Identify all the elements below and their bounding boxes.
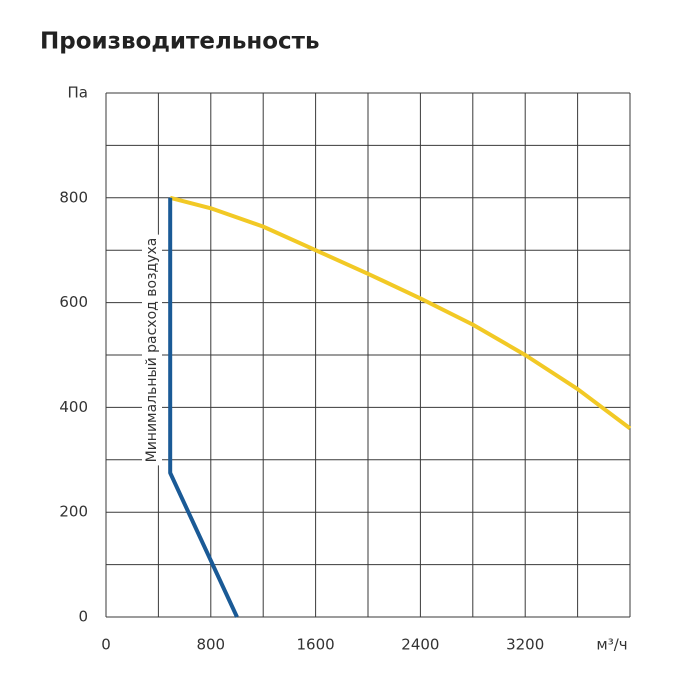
y-tick-label: 200 <box>59 503 88 521</box>
y-tick-label: 0 <box>78 608 88 626</box>
y-tick-label: 400 <box>59 398 88 416</box>
line-series <box>168 197 239 618</box>
y-tick-label: 800 <box>59 188 88 206</box>
x-tick-label: 800 <box>196 636 225 654</box>
chart-title: Производительность <box>40 29 320 55</box>
x-tick-label: 2400 <box>401 636 439 654</box>
x-tick-label: 3200 <box>506 636 544 654</box>
x-tick-label: 0 <box>101 636 111 654</box>
y-tick-label: 600 <box>59 293 88 311</box>
y-axis-label: Па <box>68 84 88 102</box>
x-tick-label: 1600 <box>297 636 335 654</box>
line-series <box>169 195 632 430</box>
annotation-bg <box>142 234 162 466</box>
annotation: Минимальный расход воздуха <box>144 238 160 463</box>
x-axis-label: м³/ч <box>596 636 627 654</box>
